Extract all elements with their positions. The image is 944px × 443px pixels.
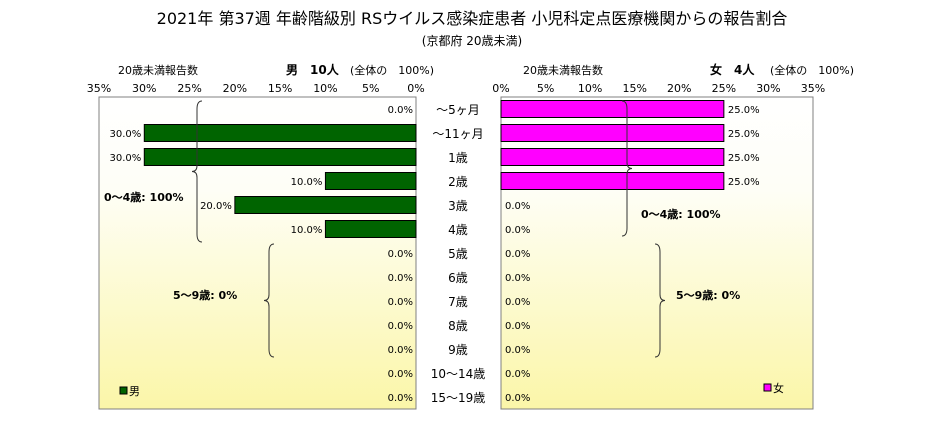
male-bar	[234, 196, 417, 214]
left-gender-count: 男 10人	[286, 63, 339, 77]
female-data-label: 0.0%	[505, 345, 530, 356]
right-tick-label: 10%	[578, 82, 602, 95]
right-annotation-0-4: 0～4歳: 100%	[641, 207, 721, 221]
age-category-label: ～11ヶ月	[432, 127, 483, 141]
age-category-label: ～5ヶ月	[436, 103, 480, 117]
left-total-label: (全体の 100%)	[350, 64, 435, 77]
male-data-label: 10.0%	[291, 225, 323, 236]
right-tick-label: 20%	[667, 82, 691, 95]
left-plot-area	[98, 96, 417, 410]
chart-subtitle: (京都府 20歳未満)	[421, 34, 523, 48]
age-category-label: 15～19歳	[431, 391, 486, 405]
age-category-label: 1歳	[448, 151, 468, 165]
age-category-label: 10～14歳	[431, 367, 486, 381]
male-bar	[324, 220, 417, 238]
male-bar	[324, 172, 417, 190]
right-brace-0-4	[621, 100, 633, 237]
left-tick-label: 30%	[132, 82, 156, 95]
male-data-label: 0.0%	[388, 321, 413, 332]
left-annotation-5-9: 5～9歳: 0%	[173, 288, 237, 302]
right-tick-label: 0%	[492, 82, 509, 95]
male-data-label: 30.0%	[110, 129, 142, 140]
male-data-label: 0.0%	[388, 273, 413, 284]
female-bar	[500, 172, 725, 190]
female-bar	[500, 148, 725, 166]
right-count-label: 20歳未満報告数	[523, 64, 603, 77]
male-data-label: 0.0%	[388, 297, 413, 308]
male-data-label: 0.0%	[388, 105, 413, 116]
age-category-label: 6歳	[448, 271, 468, 285]
right-gender-count: 女 4人	[710, 63, 755, 77]
left-annotation-0-4: 0～4歳: 100%	[104, 190, 184, 204]
left-tick-label: 35%	[87, 82, 111, 95]
age-category-label: 8歳	[448, 319, 468, 333]
age-category-label: 3歳	[448, 199, 468, 213]
right-total-label: (全体の 100%)	[770, 64, 855, 77]
female-data-label: 0.0%	[505, 393, 530, 404]
right-tick-label: 5%	[537, 82, 554, 95]
right-tick-label: 25%	[712, 82, 736, 95]
male-data-label: 0.0%	[388, 393, 413, 404]
female-legend-label: 女	[773, 381, 784, 395]
female-data-label: 0.0%	[505, 273, 530, 284]
male-data-label: 30.0%	[110, 153, 142, 164]
female-data-label: 0.0%	[505, 225, 530, 236]
left-count-label: 20歳未満報告数	[118, 64, 198, 77]
female-data-label: 0.0%	[505, 297, 530, 308]
female-bar	[500, 124, 725, 142]
right-tick-label: 35%	[801, 82, 825, 95]
age-category-label: 2歳	[448, 175, 468, 189]
female-data-label: 0.0%	[505, 369, 530, 380]
left-tick-label: 15%	[268, 82, 292, 95]
left-tick-label: 20%	[223, 82, 247, 95]
female-data-label: 0.0%	[505, 249, 530, 260]
female-data-label: 25.0%	[728, 129, 760, 140]
male-legend-label: 男	[129, 385, 140, 398]
female-data-label: 25.0%	[728, 177, 760, 188]
male-data-label: 20.0%	[200, 201, 232, 212]
age-category-label: 5歳	[448, 247, 468, 261]
right-tick-label: 30%	[756, 82, 780, 95]
female-bar	[500, 100, 725, 118]
age-category-label: 7歳	[448, 295, 468, 309]
male-data-label: 0.0%	[388, 369, 413, 380]
female-data-label: 0.0%	[505, 201, 530, 212]
left-tick-label: 0%	[407, 82, 424, 95]
left-tick-label: 5%	[362, 82, 379, 95]
right-annotation-5-9: 5～9歳: 0%	[676, 288, 740, 302]
right-plot-area	[500, 96, 814, 410]
right-tick-label: 15%	[622, 82, 646, 95]
female-data-label: 0.0%	[505, 321, 530, 332]
female-legend-swatch	[763, 383, 772, 392]
age-category-label: 4歳	[448, 223, 468, 237]
female-data-label: 25.0%	[728, 153, 760, 164]
male-bar	[143, 124, 417, 142]
male-bar	[143, 148, 417, 166]
left-tick-label: 10%	[313, 82, 337, 95]
left-brace-5-9	[263, 243, 275, 358]
female-data-label: 25.0%	[728, 105, 760, 116]
left-tick-label: 25%	[177, 82, 201, 95]
male-data-label: 0.0%	[388, 345, 413, 356]
right-brace-5-9	[654, 243, 666, 358]
male-legend-swatch	[119, 386, 128, 395]
age-category-label: 9歳	[448, 343, 468, 357]
chart-title: 2021年 第37週 年齢階級別 RSウイルス感染症患者 小児科定点医療機関から…	[156, 9, 788, 28]
male-data-label: 10.0%	[291, 177, 323, 188]
male-data-label: 0.0%	[388, 249, 413, 260]
left-brace-0-4	[191, 100, 203, 243]
